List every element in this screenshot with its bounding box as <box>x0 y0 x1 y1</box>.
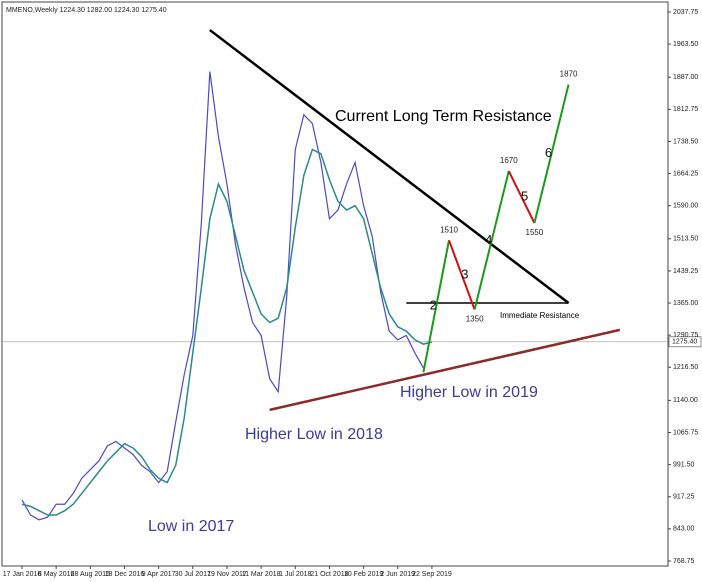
y-tick-label: 768.75 <box>673 558 695 565</box>
trend-line <box>209 29 570 305</box>
x-tick-label: 8 May 2016 <box>38 571 75 578</box>
projection-value: 1870 <box>560 70 578 79</box>
x-tick-label: 18 Dec 2016 <box>105 571 145 578</box>
projection-value: 1350 <box>466 315 484 324</box>
projection-value: 1550 <box>526 228 544 237</box>
y-tick-label: 1812.75 <box>673 106 698 113</box>
annotation: Low in 2017 <box>148 518 234 535</box>
y-tick-label: 1216.50 <box>673 364 698 371</box>
x-tick-label: 10 Feb 2019 <box>344 571 383 578</box>
y-tick-label: 1963.50 <box>673 41 698 48</box>
y-tick-label: 1738.50 <box>673 138 698 145</box>
x-tick-label: 22 Sep 2019 <box>412 571 452 578</box>
projection-wave <box>448 239 476 310</box>
annotation: Higher Low in 2018 <box>245 426 383 443</box>
annotation: Higher Low in 2019 <box>400 384 538 401</box>
y-tick-label: 1513.50 <box>673 236 698 243</box>
price-line <box>21 71 424 521</box>
wave-label: 3 <box>461 266 468 281</box>
trend-line <box>269 328 621 412</box>
last-price-tag <box>668 336 702 348</box>
y-tick-label: 917.25 <box>673 494 695 501</box>
projection-wave <box>533 84 570 224</box>
last-price-label: 1275.40 <box>672 339 697 346</box>
y-tick-label: 1365.00 <box>673 300 698 307</box>
y-tick-label: 843.00 <box>673 526 695 533</box>
y-tick-label: 1590.00 <box>673 203 698 210</box>
wave-label: 2 <box>430 298 437 313</box>
projection-wave <box>422 240 450 373</box>
projection-wave <box>473 170 510 310</box>
x-tick-label: 17 Jan 2016 <box>3 571 42 578</box>
y-tick-label: 1439.25 <box>673 268 698 275</box>
y-tick-label: 2037.75 <box>673 9 698 16</box>
x-tick-label: 11 Mar 2018 <box>242 571 281 578</box>
wave-label: 4 <box>485 232 492 247</box>
y-tick-label: 1887.00 <box>673 74 698 81</box>
y-tick-label: 1290.75 <box>673 332 698 339</box>
x-tick-label: 30 Jul 2017 <box>175 571 211 578</box>
x-tick-label: 19 Nov 2017 <box>207 571 247 578</box>
y-tick-label: 1140.00 <box>673 397 698 404</box>
x-tick-label: 28 Aug 2016 <box>71 571 110 578</box>
projection-value: 1670 <box>500 156 518 165</box>
y-tick-label: 991.50 <box>673 461 695 468</box>
moving-average <box>21 148 433 516</box>
chart-header: MMENO,Weekly 1224.30 1282.00 1224.30 127… <box>6 7 167 14</box>
x-tick-label: 9 Apr 2017 <box>142 571 176 578</box>
x-tick-label: 21 Oct 2018 <box>310 571 348 578</box>
y-tick-label: 1065.75 <box>673 429 698 436</box>
projection-wave <box>507 170 536 224</box>
x-tick-label: 2 Jun 2019 <box>380 571 415 578</box>
wave-label: 6 <box>545 145 552 160</box>
annotation: Immediate Resistance <box>500 311 580 320</box>
annotation: Current Long Term Resistance <box>335 108 552 125</box>
wave-label: 5 <box>521 188 528 203</box>
x-tick-label: 1 Jul 2018 <box>279 571 311 578</box>
y-tick-label: 1664.25 <box>673 170 698 177</box>
projection-value: 1510 <box>440 225 458 234</box>
plot-frame <box>1 1 669 567</box>
